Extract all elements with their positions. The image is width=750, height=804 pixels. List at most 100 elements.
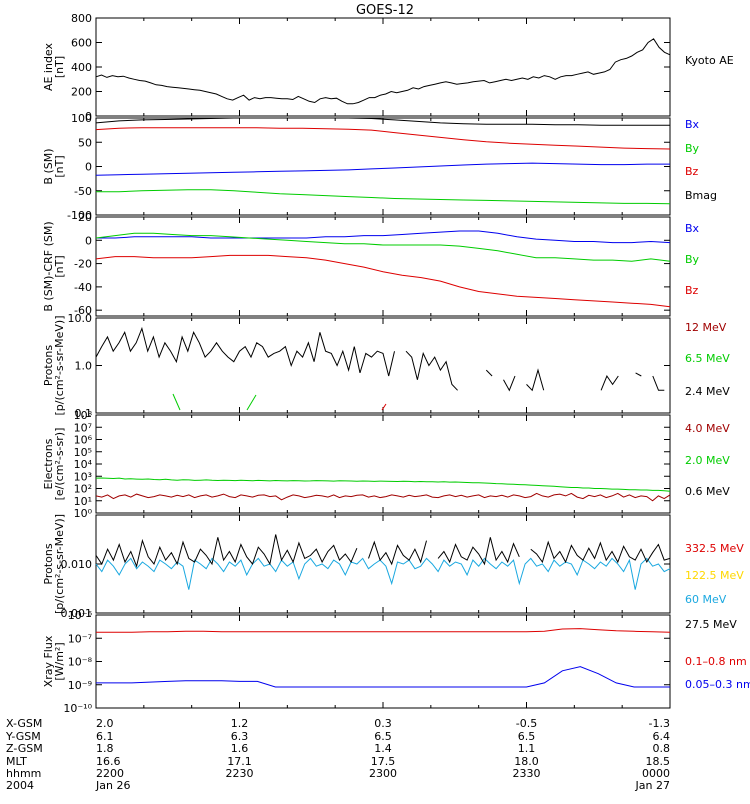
y-tick-label: 10⁶: [74, 434, 93, 447]
footer-value: 17.5: [371, 755, 396, 768]
footer-value: 17.1: [227, 755, 252, 768]
series-line-xray-0: [96, 628, 671, 633]
y-tick-label: 10³: [74, 470, 92, 483]
series-line-bsm-2: [95, 127, 671, 150]
series-line-xray-1: [96, 666, 670, 688]
legend-entry: 6.5 MeV: [685, 352, 730, 365]
y-tick-label: 10⁻¹⁰: [63, 702, 92, 715]
chart-title: GOES-12: [356, 3, 414, 18]
footer-row-label: 2004: [6, 779, 34, 792]
series-line-protons_low-2: [95, 326, 665, 392]
legend-entry: Bmag: [685, 189, 717, 202]
footer-value: 1.2: [231, 717, 249, 730]
y-tick-label: 50: [78, 136, 92, 149]
legend-entry: 0.6 MeV: [685, 485, 730, 498]
series-line-bsm-1: [96, 189, 671, 205]
y-tick-label: -20: [74, 258, 92, 271]
footer-value: 2200: [96, 767, 124, 780]
footer-value: 0.8: [653, 742, 671, 755]
plot-frame-protons_high: [95, 514, 671, 614]
plot-frame-protons_low: [95, 317, 671, 414]
y-tick-label: 10⁰: [74, 507, 93, 520]
y-tick-label: 600: [71, 37, 92, 50]
y-tick-label: 0: [85, 110, 92, 123]
y-axis-label: [p/(cm²-s-sr-MeV)]: [53, 514, 66, 614]
legend-entry: 332.5 MeV: [685, 542, 744, 555]
series-line-protons_high-3: [95, 534, 671, 568]
y-tick-label: 200: [71, 86, 92, 99]
legend-entry: 27.5 MeV: [685, 618, 737, 631]
y-axis-label: Electrons: [42, 438, 55, 489]
y-tick-label: 0.001: [61, 607, 93, 620]
footer-value: 0.3: [374, 717, 392, 730]
footer-value: 0000: [642, 767, 670, 780]
series-line-bdiff-0: [96, 230, 671, 244]
y-tick-label: 10⁻⁹: [68, 679, 92, 692]
y-tick-label: 800: [71, 12, 92, 25]
footer-value: 18.0: [514, 755, 539, 768]
legend-entry: Bz: [685, 165, 699, 178]
y-tick-label: 0: [85, 161, 92, 174]
footer-value: 2230: [226, 767, 254, 780]
legend-entry: Bx: [685, 222, 700, 235]
footer-row-label: hhmm: [6, 767, 41, 780]
series-line-protons_high-2: [95, 557, 671, 590]
y-axis-label: Xray Flux: [42, 635, 55, 687]
y-tick-label: 10⁵: [74, 446, 92, 459]
footer-value: 1.8: [96, 742, 114, 755]
series-fragment: [246, 394, 257, 411]
footer-value: 18.5: [646, 755, 671, 768]
y-tick-label: 10⁻⁸: [68, 656, 93, 669]
y-tick-label: 20: [78, 211, 92, 224]
footer-value: 6.1: [96, 730, 114, 743]
y-tick-label: 10⁻⁷: [68, 632, 92, 645]
y-tick-label: -60: [74, 304, 92, 317]
y-tick-label: -40: [74, 281, 92, 294]
legend-entry: By: [685, 142, 700, 155]
y-tick-label: 10⁸: [74, 409, 93, 422]
footer-value: 2.0: [96, 717, 114, 730]
footer-row-label: Y-GSM: [5, 730, 41, 743]
legend-entry: Bz: [685, 284, 699, 297]
y-tick-label: 400: [71, 61, 92, 74]
footer-value: -0.5: [516, 717, 537, 730]
footer-value: 6.4: [653, 730, 671, 743]
plot-frame-bdiff: [95, 216, 671, 317]
footer-value: 1.1: [518, 742, 536, 755]
y-axis-label: [nT]: [53, 155, 66, 177]
footer-row-label: Z-GSM: [6, 742, 43, 755]
footer-value: -1.3: [649, 717, 670, 730]
y-tick-label: 10.0: [68, 312, 93, 325]
series-fragment: [381, 403, 387, 411]
y-axis-label: B (SM)-CRF (SM): [42, 221, 55, 311]
y-tick-label: 10⁴: [74, 458, 93, 471]
legend-entry: 0.1–0.8 nm: [685, 655, 747, 668]
legend-entry: 2.4 MeV: [685, 385, 730, 398]
plot-frame-bsm: [95, 117, 671, 216]
footer-row-label: MLT: [6, 755, 27, 768]
y-tick-label: 0: [85, 234, 92, 247]
series-line-electrons-0: [95, 492, 671, 502]
plot-frame-ae: [95, 17, 671, 117]
series-line-bsm-3: [95, 117, 670, 126]
legend-entry: 2.0 MeV: [685, 454, 730, 467]
series-line-bdiff-1: [95, 232, 671, 262]
y-axis-label: AE index: [42, 42, 55, 91]
y-tick-label: 0.010: [61, 558, 93, 571]
y-tick-label: -50: [74, 185, 92, 198]
series-fragment: [172, 393, 181, 411]
series-line-ae-0: [95, 38, 671, 105]
y-axis-label: B (SM): [42, 148, 55, 184]
y-axis-label: Protons: [42, 543, 55, 584]
footer-value: 1.6: [231, 742, 249, 755]
y-tick-label: -100: [67, 209, 92, 222]
footer-value: 2330: [513, 767, 541, 780]
y-axis-label: [nT]: [53, 56, 66, 78]
legend-entry: 4.0 MeV: [685, 422, 730, 435]
y-tick-label: 10¹: [74, 495, 92, 508]
legend-entry: Bx: [685, 118, 700, 131]
y-tick-label: 10⁻⁶: [68, 609, 93, 622]
y-axis-label: [W/m²]: [53, 642, 66, 680]
y-axis-label: Protons: [42, 345, 55, 386]
footer-value: 16.6: [96, 755, 121, 768]
